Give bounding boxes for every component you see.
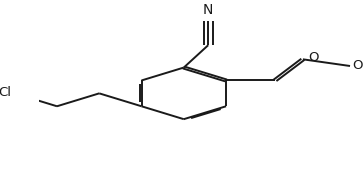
Text: O: O [352,59,363,72]
Text: N: N [203,2,213,17]
Text: Cl: Cl [0,86,12,99]
Text: O: O [309,51,319,64]
